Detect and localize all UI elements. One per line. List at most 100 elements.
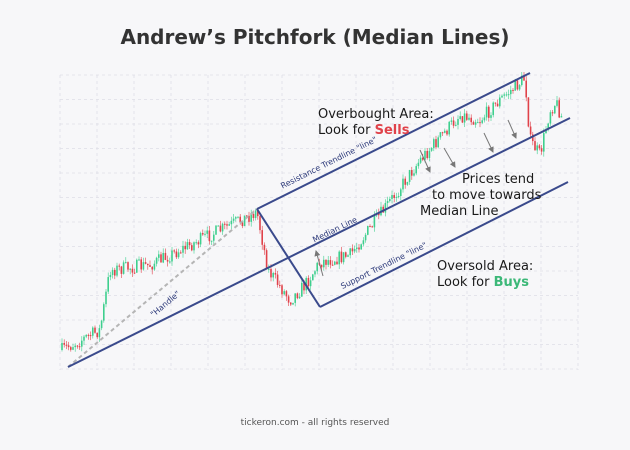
candle-body bbox=[107, 277, 109, 292]
candle-body bbox=[265, 250, 268, 270]
candle-body bbox=[334, 261, 336, 265]
candle-body bbox=[360, 244, 362, 250]
candle-body bbox=[554, 105, 556, 114]
candle-body bbox=[494, 102, 497, 104]
candle-body bbox=[96, 332, 98, 338]
candle-body bbox=[74, 345, 76, 348]
candle-body bbox=[386, 201, 389, 203]
candle-body bbox=[507, 94, 510, 96]
candle-body bbox=[67, 345, 70, 348]
candle-body bbox=[490, 115, 492, 118]
overbought-highlight: Sells bbox=[375, 123, 410, 138]
grid bbox=[59, 74, 579, 370]
candle-body bbox=[433, 139, 435, 148]
candle-body bbox=[160, 254, 162, 263]
candle-body bbox=[516, 80, 519, 90]
candle-body bbox=[560, 116, 563, 118]
candle-body bbox=[248, 215, 250, 222]
candle-body bbox=[452, 120, 455, 126]
title: Andrew’s Pitchfork (Median Lines) bbox=[120, 25, 509, 49]
candle-body bbox=[188, 242, 191, 246]
candle-body bbox=[483, 117, 486, 121]
candle-body bbox=[496, 103, 499, 107]
candle-body bbox=[378, 213, 380, 216]
candle-body bbox=[147, 263, 149, 266]
candle-body bbox=[116, 265, 118, 276]
candle-body bbox=[477, 122, 479, 124]
candle-body bbox=[151, 266, 153, 270]
candle-body bbox=[204, 233, 206, 235]
candle-body bbox=[202, 233, 204, 235]
candle-body bbox=[85, 334, 87, 337]
candle-body bbox=[402, 178, 404, 190]
candle-body bbox=[309, 280, 312, 287]
candle-body bbox=[105, 291, 107, 305]
handle-line bbox=[67, 208, 258, 368]
candle-body bbox=[197, 242, 200, 245]
candle-body bbox=[131, 268, 134, 273]
candle-body bbox=[459, 116, 461, 119]
candle-body bbox=[312, 274, 314, 281]
candle-body bbox=[263, 244, 266, 251]
arrows bbox=[314, 119, 517, 277]
candle-body bbox=[422, 157, 424, 160]
candle-body bbox=[342, 252, 345, 263]
candle-body bbox=[166, 259, 169, 262]
candle-body bbox=[485, 106, 488, 118]
candle-body bbox=[281, 285, 283, 295]
candle-body bbox=[213, 234, 215, 241]
candle-body bbox=[70, 347, 72, 350]
overbought-prefix: Look for bbox=[318, 123, 371, 138]
candle-body bbox=[199, 233, 202, 245]
candle-body bbox=[547, 123, 549, 130]
candle-body bbox=[532, 134, 534, 142]
candle-body bbox=[127, 262, 129, 270]
candle-body bbox=[210, 240, 213, 242]
candle-body bbox=[287, 296, 290, 303]
candle-body bbox=[81, 340, 83, 347]
candle-body bbox=[120, 266, 123, 274]
candle-body bbox=[239, 216, 241, 223]
candle-body bbox=[534, 141, 536, 151]
candle-body bbox=[474, 122, 477, 125]
candle-body bbox=[441, 132, 444, 134]
candle-body bbox=[435, 139, 437, 148]
candle-body bbox=[129, 268, 131, 270]
candle-body bbox=[448, 121, 450, 135]
candle-body bbox=[114, 269, 116, 276]
candle-body bbox=[175, 251, 178, 258]
candle-body bbox=[373, 215, 376, 228]
candle-body bbox=[364, 234, 367, 241]
candle-body bbox=[215, 225, 217, 235]
candle-body bbox=[408, 170, 411, 182]
candle-body bbox=[276, 274, 279, 285]
candle-body bbox=[138, 259, 140, 261]
candle-body bbox=[499, 97, 501, 107]
candle-body bbox=[351, 248, 354, 252]
candle-body bbox=[338, 251, 340, 265]
candle-body bbox=[122, 262, 125, 274]
candle-body bbox=[444, 130, 446, 133]
candle-body bbox=[294, 293, 296, 303]
candle-body bbox=[257, 210, 259, 217]
candle-body bbox=[208, 230, 211, 242]
candle-body bbox=[195, 242, 197, 244]
candle-body bbox=[169, 261, 171, 263]
candle-body bbox=[466, 113, 468, 120]
candle-body bbox=[521, 75, 523, 86]
candle-body bbox=[206, 230, 208, 234]
candle-body bbox=[400, 189, 402, 197]
candle-body bbox=[362, 240, 365, 245]
prices-line3: Median Line bbox=[420, 204, 499, 219]
candle-body bbox=[327, 260, 329, 265]
candle-body bbox=[393, 195, 395, 198]
candle-body bbox=[314, 271, 316, 275]
candle-body bbox=[307, 277, 310, 287]
candle-body bbox=[298, 296, 301, 299]
candle-body bbox=[162, 252, 164, 263]
candle-body bbox=[345, 252, 347, 257]
candle-body bbox=[241, 222, 244, 227]
candle-body bbox=[87, 334, 90, 336]
candle-body bbox=[510, 89, 512, 95]
